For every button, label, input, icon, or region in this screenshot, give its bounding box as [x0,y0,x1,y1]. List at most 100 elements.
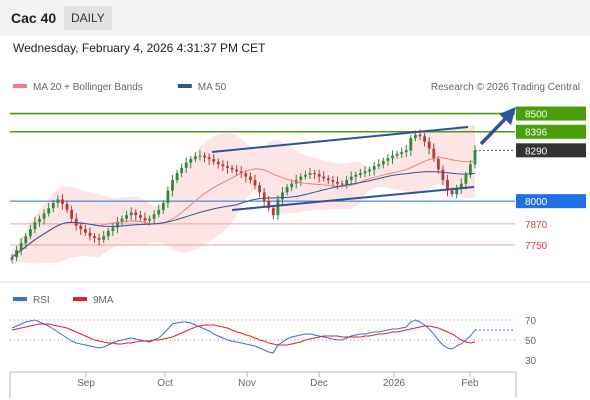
candle-body [281,192,284,200]
candle-body [189,159,193,163]
candle-body [441,169,445,181]
rsi-ma-line [11,323,476,346]
candle-body [258,185,261,193]
trend-arrow-shaft [479,116,508,146]
candle-body [285,187,289,193]
candle-body [129,212,133,216]
candle-body [253,180,257,186]
candle-body [340,183,344,185]
candle-body [464,174,468,184]
rsi-legend-swatch [13,297,27,301]
candle-body [152,214,156,219]
level-tag [516,106,586,121]
candle-body [198,155,202,157]
candle-body [51,202,55,209]
level-label: 7870 [525,220,548,231]
candle-body [359,173,362,175]
level-label: 7750 [525,241,548,252]
candle-body [88,232,92,237]
chart-datetime: Wednesday, February 4, 2026 4:31:37 PM C… [13,41,266,55]
candle-body [226,166,229,168]
candle-body [345,180,349,185]
candle-body [437,159,440,170]
rsi-panel: RSI 9MA 70 50 30 [10,295,537,367]
moving-averages [11,157,476,258]
candle-body [207,157,211,160]
candle-body [203,155,206,158]
candle-body [221,164,225,167]
candle-body [455,188,459,195]
candle-body [377,164,381,167]
level-label: 8000 [525,197,548,208]
trend-channel [211,107,516,211]
candle-body [326,178,330,181]
level-tag [516,124,586,139]
channel-lower-line [231,186,475,211]
credit-text: Research © 2026 Trading Central [431,82,580,93]
candle-body [148,218,151,221]
candle-body [427,141,431,149]
candle-body [276,199,280,216]
candle-body [70,209,73,219]
candle-body [235,169,238,172]
candle-body [423,136,426,142]
rsi-tick-label: 70 [525,316,537,327]
candle-body [106,230,110,237]
candle-body [450,190,454,195]
candle-body [331,180,335,182]
candle-body [180,167,183,174]
ma50-line [11,171,476,258]
level-tag [516,194,586,209]
x-tick-label: Sep [77,378,95,389]
candle-body [175,173,179,181]
candle-body [143,217,147,221]
candle-body [308,173,312,175]
candle-body [386,158,390,161]
candle-body [469,164,472,175]
candle-body [120,218,124,223]
candle-body [349,176,353,181]
candle-body [317,174,321,177]
rsi-tick-label: 30 [525,356,537,367]
legend-label: MA 50 [198,82,227,93]
candle-body [354,174,358,177]
trend-arrow-head [499,107,516,125]
bollinger-fill [12,124,475,266]
candle-body [381,160,385,165]
candle-body [244,173,248,177]
rsi-line [11,319,476,354]
candle-body [65,203,69,210]
rsi-tick-label: 50 [525,336,537,347]
legend-swatch [13,84,27,88]
candle-body [79,225,83,230]
x-tick-label: Dec [310,378,328,389]
candle-body [125,215,128,219]
rsi-legend-label: 9MA [93,295,114,306]
candle-body [139,215,142,218]
level-tag [516,143,586,158]
x-axis: Sep Oct Nov Dec 2026 Feb [9,371,517,398]
candle-body [313,173,316,175]
candle-body [56,199,60,203]
candle-body [97,237,101,240]
bollinger-bands [12,124,475,266]
candle-body [19,243,23,251]
candle-body [38,218,41,223]
x-tick-label: Feb [461,378,479,389]
candle-body [33,222,37,230]
timeframe-selector[interactable]: DAILY [64,6,112,30]
level-label: 8500 [525,110,548,121]
candle-body [61,199,64,204]
candlesticks [10,129,477,264]
rsi-legend-label: RSI [33,295,50,306]
candle-body [459,183,463,189]
candle-body [194,156,197,160]
main-legend: MA 20 + Bollinger Bands MA 50 [13,82,227,93]
level-lines [10,112,515,246]
candle-body [391,155,394,159]
candle-body [446,180,449,191]
candle-body [42,213,46,219]
candle-body [395,153,399,156]
candle-body [249,176,252,181]
candle-body [368,169,371,172]
